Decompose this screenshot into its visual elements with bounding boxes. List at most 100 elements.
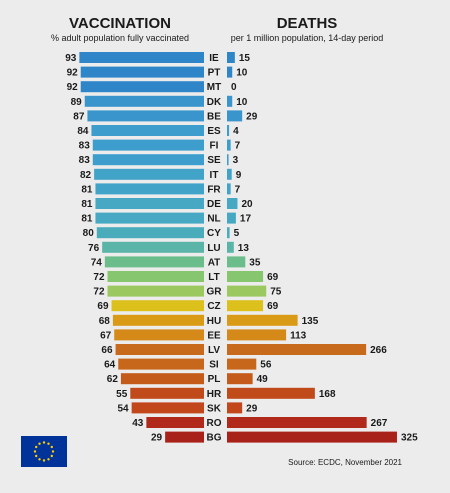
deaths-bar-at — [227, 256, 246, 268]
deaths-label-at: 35 — [249, 257, 261, 268]
country-label-it: IT — [210, 170, 219, 181]
vaccination-label-ie: 93 — [65, 53, 77, 64]
country-label-pt: PT — [208, 68, 221, 79]
vaccination-bar-se — [92, 154, 204, 166]
deaths-bar-it — [227, 168, 232, 180]
flag-star — [47, 442, 50, 445]
vaccination-label-hr: 55 — [116, 389, 128, 400]
deaths-label-fi: 7 — [235, 141, 241, 152]
vaccination-label-ee: 67 — [100, 330, 112, 341]
left-chart-subtitle: % adult population fully vaccinated — [51, 33, 189, 43]
vaccination-label-fr: 81 — [81, 184, 93, 195]
vaccination-bar-be — [87, 110, 204, 122]
country-label-cz: CZ — [207, 301, 220, 312]
deaths-label-pt: 10 — [236, 68, 248, 79]
flag-star — [38, 442, 41, 445]
deaths-bar-cz — [227, 300, 264, 312]
vaccination-bar-cz — [111, 300, 204, 312]
deaths-bar-bg — [227, 431, 397, 443]
deaths-bar-cy — [227, 227, 230, 239]
deaths-label-lu: 13 — [238, 243, 250, 254]
country-label-gr: GR — [207, 287, 223, 298]
country-label-de: DE — [207, 199, 221, 210]
deaths-label-fr: 7 — [235, 184, 241, 195]
deaths-bar-lv — [227, 344, 367, 355]
country-label-ee: EE — [207, 330, 221, 341]
country-label-hr: HR — [207, 389, 222, 400]
vaccination-label-dk: 89 — [71, 97, 83, 108]
vaccination-label-lu: 76 — [88, 243, 100, 254]
flag-star — [35, 454, 38, 458]
deaths-label-hu: 135 — [302, 316, 319, 327]
vaccination-label-hu: 68 — [99, 316, 111, 327]
eu-flag-icon — [21, 436, 67, 467]
deaths-bar-nl — [227, 212, 236, 224]
vaccination-label-cy: 80 — [83, 228, 95, 239]
vaccination-label-sk: 54 — [118, 403, 130, 414]
deaths-bar-ee — [227, 329, 287, 341]
vaccination-label-es: 84 — [77, 126, 89, 137]
deaths-bar-de — [227, 198, 238, 209]
vaccination-bar-de — [95, 198, 204, 209]
vaccination-bar-hr — [130, 387, 204, 399]
flag-star — [51, 450, 55, 453]
vaccination-bar-it — [94, 168, 204, 180]
deaths-bar-lu — [227, 241, 234, 253]
country-label-nl: NL — [207, 214, 220, 225]
deaths-label-mt: 0 — [231, 82, 237, 93]
deaths-bar-fi — [227, 139, 231, 151]
deaths-label-se: 3 — [233, 155, 239, 166]
vaccination-bar-ee — [114, 329, 204, 341]
vaccination-bar-fi — [92, 139, 204, 151]
left-chart-title: VACCINATION — [69, 15, 171, 32]
deaths-label-hr: 168 — [319, 389, 336, 400]
vaccination-bar-lt — [107, 271, 204, 282]
vaccination-label-mt: 92 — [67, 82, 79, 93]
deaths-label-it: 9 — [236, 170, 242, 181]
deaths-label-dk: 10 — [236, 97, 248, 108]
vaccination-bar-lu — [102, 241, 204, 253]
right-chart-subtitle: per 1 million population, 14-day period — [231, 33, 384, 43]
deaths-label-ie: 15 — [239, 53, 251, 64]
vaccination-label-cz: 69 — [97, 301, 109, 312]
vaccination-label-at: 74 — [91, 257, 103, 268]
vaccination-label-bg: 29 — [151, 433, 163, 444]
country-label-mt: MT — [207, 82, 221, 93]
vaccination-label-lt: 72 — [93, 272, 105, 283]
deaths-label-de: 20 — [241, 199, 253, 210]
right-chart-title: DEATHS — [277, 15, 338, 32]
country-label-bg: BG — [207, 433, 222, 444]
deaths-bar-hr — [227, 387, 315, 399]
country-label-fr: FR — [207, 184, 221, 195]
vaccination-label-si: 64 — [104, 360, 116, 371]
deaths-label-cz: 69 — [267, 301, 279, 312]
deaths-bar-se — [227, 154, 229, 166]
country-label-lt: LT — [208, 272, 219, 283]
vaccination-bar-dk — [84, 95, 204, 107]
vaccination-label-pt: 92 — [67, 68, 79, 79]
deaths-bar-es — [227, 125, 230, 136]
vaccination-bar-nl — [95, 212, 204, 224]
deaths-label-si: 56 — [260, 360, 272, 371]
vaccination-bar-pl — [120, 373, 204, 385]
vaccination-label-se: 83 — [79, 155, 91, 166]
country-label-fi: FI — [210, 141, 219, 152]
vaccination-bar-es — [91, 125, 204, 136]
vaccination-bar-ro — [146, 417, 204, 428]
vaccination-label-de: 81 — [81, 199, 93, 210]
vaccination-label-fi: 83 — [79, 141, 91, 152]
flag-star — [42, 459, 46, 462]
vaccination-label-gr: 72 — [93, 287, 105, 298]
country-label-be: BE — [207, 111, 221, 122]
vaccination-label-nl: 81 — [81, 214, 93, 225]
country-label-sk: SK — [207, 403, 222, 414]
country-label-lv: LV — [208, 345, 220, 356]
flag-star — [50, 445, 53, 449]
vaccination-label-lv: 66 — [101, 345, 113, 356]
deaths-label-be: 29 — [246, 111, 258, 122]
deaths-bar-ro — [227, 417, 367, 428]
deaths-label-cy: 5 — [234, 228, 240, 239]
